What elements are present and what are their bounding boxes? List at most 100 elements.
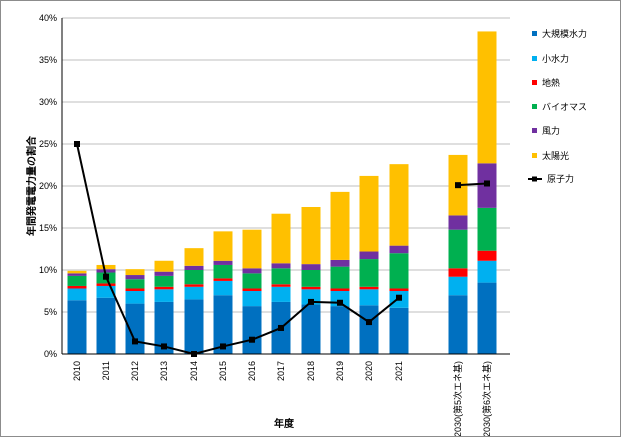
nuclear-line — [74, 141, 490, 357]
bar-segment — [125, 269, 145, 276]
y-tick-label: 5% — [44, 307, 57, 317]
bar-segment — [154, 271, 174, 276]
bar-segment — [154, 301, 174, 354]
bar-segment — [389, 307, 409, 354]
bar-segment — [67, 288, 87, 301]
x-tick-label: 2015 — [218, 361, 228, 381]
bar-segment — [242, 273, 262, 289]
bar-segment — [67, 273, 87, 276]
bar-segment — [125, 275, 145, 280]
bar-segment — [242, 291, 262, 307]
y-tick-labels: 0% 5% 10% 15% 20% 25% 30% 35% 40% — [39, 13, 57, 359]
bar-segment — [154, 260, 174, 272]
bars — [67, 31, 497, 354]
y-tick-label: 40% — [39, 13, 57, 23]
x-tick-label: 2021 — [394, 361, 404, 381]
legend-label: 風力 — [542, 125, 560, 137]
bar-segment — [184, 286, 204, 300]
bar-segment — [184, 299, 204, 354]
legend-label: バイオマス — [542, 102, 587, 113]
y-tick-label: 35% — [39, 55, 57, 65]
x-tick-label: 2013 — [159, 361, 169, 381]
bar-segment — [67, 300, 87, 354]
bar-segment — [184, 270, 204, 285]
x-axis-title: 年度 — [274, 417, 295, 430]
legend-label: 太陽光 — [542, 150, 569, 162]
legend-swatch — [532, 104, 537, 109]
nuclear-point — [455, 182, 461, 189]
bar-segment — [330, 266, 350, 289]
nuclear-point — [74, 141, 80, 147]
bar-segment — [448, 276, 468, 296]
bar-segment — [184, 284, 204, 287]
bar-segment — [213, 280, 233, 296]
bar-segment — [271, 213, 291, 264]
nuclear-point — [132, 338, 138, 345]
legend-swatch — [532, 31, 537, 36]
y-axis-title: 年間発電電力量の割合 — [25, 135, 38, 236]
bar-segment — [301, 207, 321, 265]
bar-segment — [154, 289, 174, 302]
y-tick-label: 25% — [39, 139, 57, 149]
bar-segment — [184, 265, 204, 270]
bar-segment — [67, 270, 87, 274]
bar-segment — [242, 268, 262, 274]
nuclear-point — [103, 273, 109, 280]
axes — [61, 18, 510, 355]
nuclear-point — [484, 180, 490, 187]
nuclear-point — [220, 343, 226, 350]
x-tick-labels: 2010 2011 2012 2013 2014 2015 2016 2017 2018 2019… — [72, 361, 492, 436]
bar-segment — [213, 264, 233, 279]
bar-segment — [389, 288, 409, 291]
x-tick-label: 2017 — [276, 361, 286, 381]
nuclear-line-path — [457, 182, 488, 187]
bar-segment — [477, 250, 497, 261]
bar-segment — [242, 229, 262, 269]
bar-segment — [359, 175, 379, 252]
y-tick-label: 0% — [44, 349, 57, 359]
bar-segment — [448, 229, 468, 269]
x-tick-label: 2014 — [189, 361, 199, 381]
legend-label: 地熱 — [542, 77, 560, 89]
bar-segment — [242, 306, 262, 354]
bar-segment — [271, 286, 291, 302]
nuclear-point — [337, 299, 343, 306]
bar-segment — [184, 248, 204, 266]
x-tick-label: 2016 — [247, 361, 257, 381]
nuclear-point — [161, 343, 167, 350]
bar-segment — [389, 164, 409, 246]
bar-segment — [271, 268, 291, 285]
nuclear-point — [191, 351, 197, 357]
legend-swatch — [532, 80, 537, 85]
nuclear-point — [396, 294, 402, 301]
bar-segment — [67, 285, 87, 289]
bar-segment — [389, 245, 409, 254]
nuclear-point — [366, 319, 372, 326]
bar-segment — [330, 306, 350, 354]
x-tick-label: 2030(第5次エネ基) — [452, 361, 463, 436]
y-tick-label: 20% — [39, 181, 57, 191]
bar-segment — [477, 260, 497, 283]
nuclear-line-path — [76, 143, 400, 356]
bar-segment — [359, 259, 379, 287]
bar-segment — [271, 263, 291, 269]
legend-swatch — [532, 56, 537, 61]
bar-segment — [301, 304, 321, 354]
y-tick-label: 30% — [39, 97, 57, 107]
x-tick-label: 2030(第6次エネ基) — [481, 361, 492, 436]
bar-segment — [67, 275, 87, 286]
bar-segment — [154, 286, 174, 290]
x-tick-label: 2018 — [306, 361, 316, 381]
bar-segment — [271, 284, 291, 287]
bar-segment — [330, 191, 350, 260]
bar-segment — [330, 288, 350, 291]
x-tick-label: 2019 — [335, 361, 345, 381]
legend-label: 原子力 — [547, 173, 574, 185]
bar-segment — [213, 278, 233, 281]
y-tick-label: 15% — [39, 223, 57, 233]
bar-segment — [301, 270, 321, 287]
bar-segment — [477, 207, 497, 251]
